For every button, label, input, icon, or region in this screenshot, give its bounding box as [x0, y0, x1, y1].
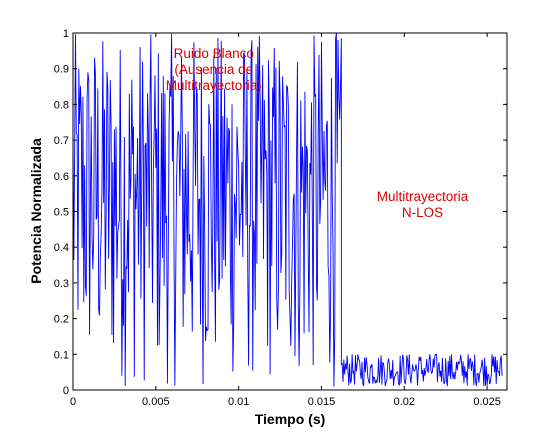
y-axis: 0 0.1 0.2 0.3 0.4 0.5 0.6 0.7 0.8 0.9 1	[54, 28, 507, 397]
x-tick-label: 0.015	[308, 396, 336, 408]
x-tick-label: 0.025	[473, 396, 501, 408]
y-tick-label: 0.5	[54, 207, 69, 219]
x-axis-label: Tiempo (s)	[255, 411, 326, 427]
y-tick-label: 0.1	[54, 349, 69, 361]
annotation-line: Multitrayectoria)	[166, 78, 262, 93]
annotation-line: N-LOS	[402, 205, 443, 220]
x-axis: 0 0.005 0.01 0.015 0.02 0.025	[70, 33, 501, 408]
annotation-line: (Ausencia de	[174, 62, 253, 77]
y-tick-label: 0.8	[54, 99, 69, 111]
x-tick-label: 0.02	[394, 396, 415, 408]
x-tick-label: 0.01	[228, 396, 249, 408]
x-tick-label: 0	[70, 396, 76, 408]
y-tick-label: 0.9	[54, 64, 69, 76]
y-tick-label: 0.3	[54, 278, 69, 290]
series-line	[72, 32, 503, 387]
series-group	[72, 32, 503, 387]
y-tick-label: 0.2	[54, 314, 69, 326]
annotations: Ruido Blanco(Ausencia deMultitrayectoria…	[166, 46, 469, 220]
x-tick-label: 0.005	[142, 396, 170, 408]
y-tick-label: 0.4	[54, 242, 69, 254]
y-tick-label: 0.7	[54, 135, 69, 147]
annotation-line: Ruido Blanco	[174, 46, 254, 61]
y-axis-label: Potencia Normalizada	[28, 138, 44, 284]
y-tick-label: 1	[63, 28, 69, 40]
annotation-line: Multitrayectoria	[377, 189, 469, 204]
y-tick-label: 0.6	[54, 171, 69, 183]
y-tick-label: 0	[63, 385, 69, 397]
